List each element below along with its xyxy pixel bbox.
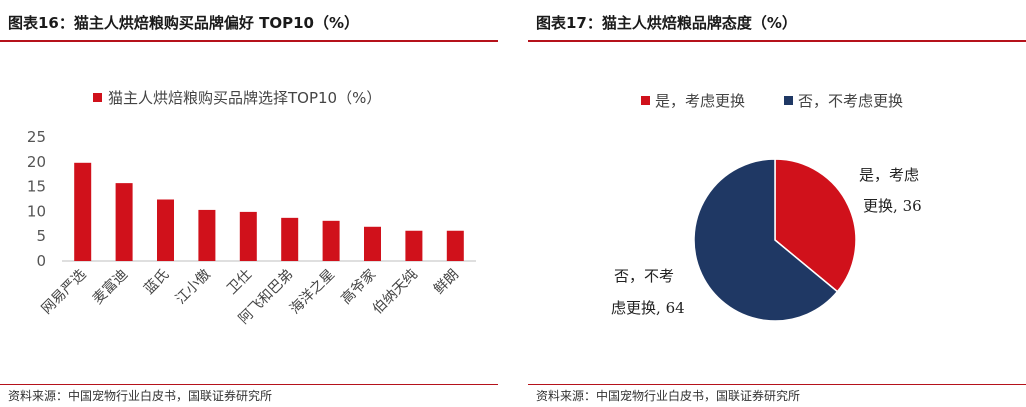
pie-slice-no bbox=[693, 158, 839, 322]
x-tick-label: 高爷家 bbox=[338, 266, 380, 308]
source-note: 资料来源：中国宠物行业白皮书，国联证券研究所 bbox=[8, 389, 273, 403]
pie-label-no-line2: 虑更换, 64 bbox=[611, 299, 685, 317]
x-tick-label: 卫仕 bbox=[224, 267, 255, 298]
y-tick-label: 10 bbox=[27, 202, 46, 220]
bar bbox=[198, 209, 216, 261]
source-divider bbox=[528, 384, 1026, 385]
pie-label-yes-value: 36 bbox=[903, 197, 922, 215]
title-divider bbox=[0, 40, 498, 42]
bar bbox=[74, 162, 92, 261]
pie-label-no-name: 虑更换 bbox=[611, 299, 656, 317]
x-tick-label: 蓝氏 bbox=[141, 267, 172, 298]
pie-label-no-line1: 否，不考 bbox=[614, 267, 674, 285]
bar bbox=[239, 211, 257, 261]
bar bbox=[322, 220, 340, 261]
x-tick-label: 江小傲 bbox=[173, 267, 214, 308]
pie-chart-panel: 图表17：猫主人烘焙粮品牌态度（%） 是，考虑更换 否，不考虑更换 是，考虑 更… bbox=[528, 0, 1026, 407]
bar-chart-panel-title: 图表16：猫主人烘焙粮购买品牌偏好 TOP10（%） bbox=[8, 14, 359, 32]
x-tick-label: 网易严选 bbox=[39, 267, 90, 318]
x-tick-label: 海洋之星 bbox=[287, 267, 338, 318]
x-tick-label: 鲜朗 bbox=[431, 267, 462, 298]
y-tick-label: 0 bbox=[36, 252, 46, 270]
bar bbox=[281, 217, 299, 261]
legend-swatch-no bbox=[784, 96, 793, 105]
bar-chart-panel: 图表16：猫主人烘焙粮购买品牌偏好 TOP10（%） 猫主人烘焙粮购买品牌选择T… bbox=[0, 0, 498, 407]
bar-chart: 猫主人烘焙粮购买品牌选择TOP10（%） 0 5 10 15 20 25 网易严选 麦富迪蓝… bbox=[27, 89, 476, 327]
y-tick-label: 20 bbox=[27, 153, 46, 171]
legend-label: 猫主人烘焙粮购买品牌选择TOP10（%） bbox=[108, 89, 381, 107]
x-tick-label: 麦富迪 bbox=[89, 266, 131, 308]
pie-label-yes-line1: 是，考虑 bbox=[859, 166, 919, 184]
source-note: 资料来源：中国宠物行业白皮书，国联证券研究所 bbox=[536, 389, 801, 403]
legend-label-no: 否，不考虑更换 bbox=[798, 92, 903, 110]
pie-chart-panel-title: 图表17：猫主人烘焙粮品牌态度（%） bbox=[536, 14, 797, 32]
pie-slice-yes bbox=[774, 158, 857, 293]
pie-label-yes-line2: 更换, 36 bbox=[863, 197, 922, 215]
pie-label-yes-name: 更换 bbox=[863, 197, 893, 215]
bar bbox=[115, 183, 133, 261]
y-tick-label: 5 bbox=[36, 227, 46, 245]
source-divider bbox=[0, 384, 498, 385]
pie-label-no-value: 64 bbox=[666, 299, 685, 317]
legend-swatch-yes bbox=[641, 96, 650, 105]
bar bbox=[446, 230, 464, 261]
y-tick-label: 25 bbox=[27, 128, 46, 146]
legend-swatch bbox=[93, 93, 102, 102]
pie-chart: 是，考虑更换 否，不考虑更换 是，考虑 更换, 36 否，不考 虑更换, 64 bbox=[611, 92, 922, 322]
y-tick-label: 15 bbox=[27, 178, 46, 196]
bar bbox=[157, 199, 174, 261]
title-divider bbox=[528, 40, 1026, 42]
x-tick-label: 伯纳天纯 bbox=[370, 267, 421, 318]
legend-label-yes: 是，考虑更换 bbox=[655, 92, 745, 110]
bar bbox=[405, 230, 423, 261]
bar bbox=[364, 226, 381, 261]
